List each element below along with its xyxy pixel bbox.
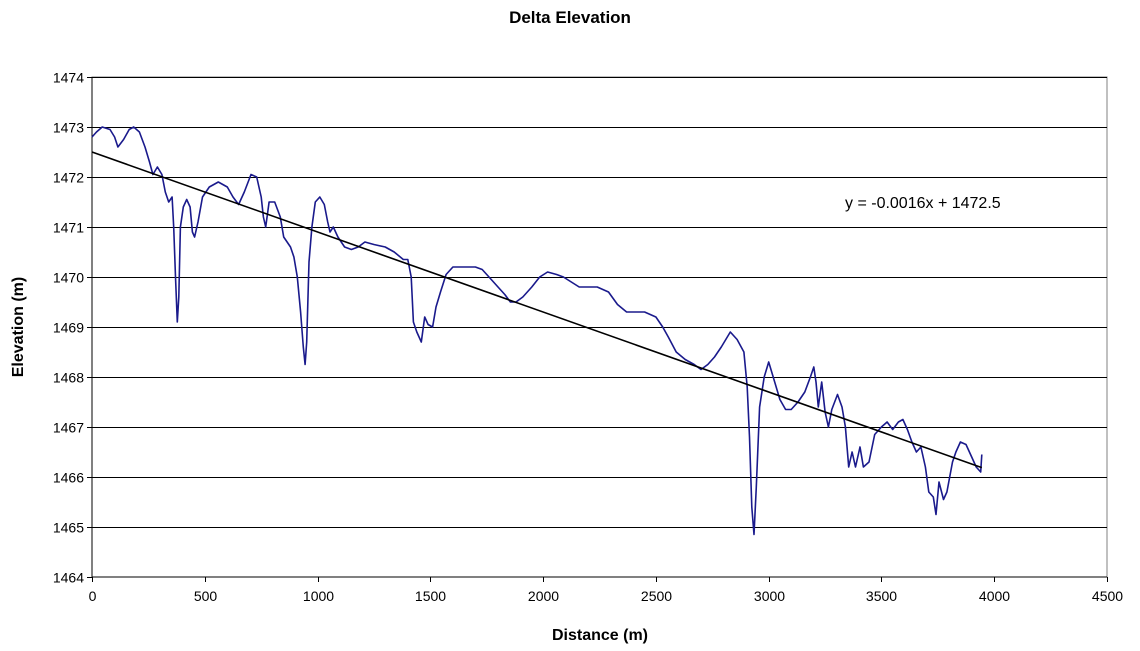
chart-title: Delta Elevation	[509, 8, 631, 27]
x-tick-label: 4500	[1092, 588, 1123, 604]
y-tick-label: 1471	[53, 220, 84, 236]
x-tick-label: 0	[89, 588, 97, 604]
x-tick-labels: 0 500 1000 1500 2000 2500 3000 3500 4000 4500	[89, 588, 1124, 604]
y-gridlines	[92, 77, 1107, 528]
x-tick-label: 3500	[866, 588, 897, 604]
y-axis-title: Elevation (m)	[10, 277, 27, 377]
x-tick-label: 1000	[303, 588, 334, 604]
x-tick-label: 500	[194, 588, 218, 604]
axis-ticks	[87, 77, 1108, 582]
y-tick-label: 1473	[53, 120, 84, 136]
x-tick-label: 2000	[528, 588, 559, 604]
y-tick-label: 1466	[53, 470, 84, 486]
x-tick-label: 1500	[415, 588, 446, 604]
y-tick-label: 1467	[53, 420, 84, 436]
y-tick-label: 1470	[53, 270, 84, 286]
x-axis-title: Distance (m)	[552, 627, 648, 644]
y-tick-label: 1468	[53, 370, 84, 386]
x-tick-label: 3000	[754, 588, 785, 604]
y-tick-label: 1469	[53, 320, 84, 336]
y-tick-label: 1465	[53, 520, 84, 536]
trendline-equation: y = -0.0016x + 1472.5	[845, 195, 1001, 212]
elevation-series-line	[91, 126, 983, 536]
x-tick-label: 4000	[979, 588, 1010, 604]
y-tick-labels: 1464 1465 1466 1467 1468 1469 1470 1471 1472 1473…	[53, 70, 84, 586]
x-tick-label: 2500	[641, 588, 672, 604]
y-tick-label: 1474	[53, 70, 84, 86]
y-tick-label: 1472	[53, 170, 84, 186]
linear-trendline	[91, 151, 983, 469]
y-tick-label: 1464	[53, 570, 84, 586]
